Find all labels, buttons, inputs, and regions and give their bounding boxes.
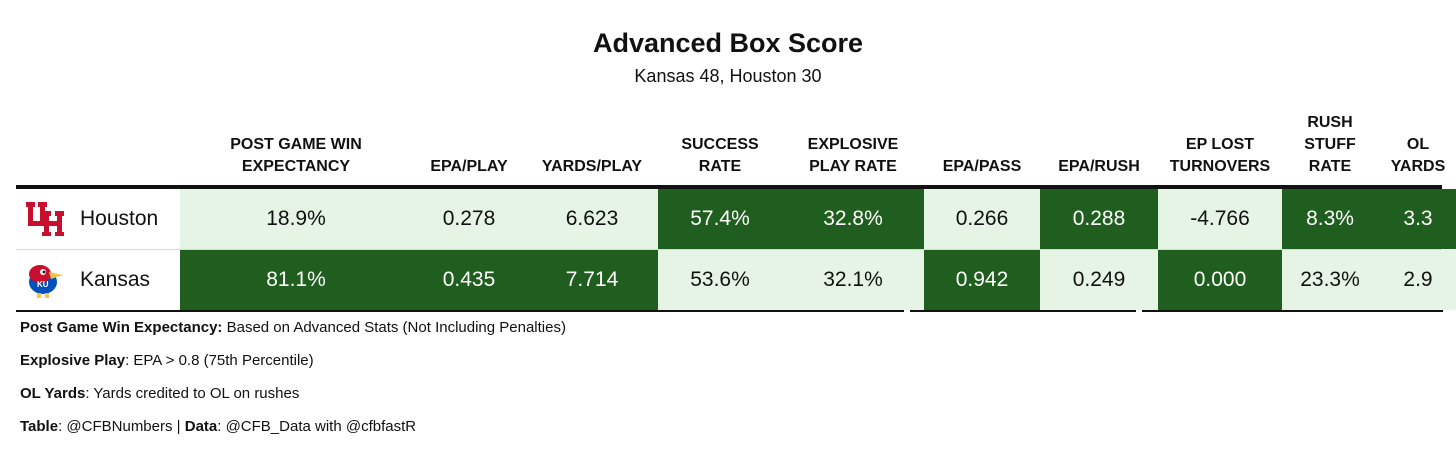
column-header-line: EPA/PLAY xyxy=(430,158,508,175)
table-cell: 2.9 xyxy=(1378,250,1456,310)
houston-logo xyxy=(22,197,66,241)
note-label: OL Yards xyxy=(20,385,86,402)
table-title: Advanced Box Score xyxy=(592,28,864,58)
credit-line: Table: @CFBNumbers | Data: @CFB_Data wit… xyxy=(20,418,416,435)
column-header-line: RATE xyxy=(698,158,742,175)
column-header-line: YARDS xyxy=(1390,158,1446,175)
team-name: Houston xyxy=(80,207,159,230)
credit-table-value: : @CFBNumbers | xyxy=(58,418,185,435)
table-cell: 0.288 xyxy=(1040,189,1158,249)
credit-data-label: Data xyxy=(184,418,218,435)
column-header-line: YARDS/PLAY xyxy=(541,158,643,175)
table-row: Houston 18.9% 0.278 6.623 57.4% 32.8% 0.266 0.2… xyxy=(16,189,1456,249)
table-cell: 0.435 xyxy=(412,250,526,310)
table-cell: 6.623 xyxy=(526,189,658,249)
table-cell: 0.942 xyxy=(924,250,1040,310)
column-header-line: POST GAME WIN xyxy=(230,136,362,153)
column-header: EPA/PASS xyxy=(924,108,1040,178)
kansas-jayhawk-logo: KU xyxy=(22,258,66,302)
table-cell: 32.8% xyxy=(782,189,924,249)
column-header-line: RATE xyxy=(1308,158,1352,175)
table-cell: 53.6% xyxy=(658,250,782,310)
column-header-line: EP LOST xyxy=(1185,136,1255,153)
credit-table-label: Table xyxy=(20,418,59,435)
column-header: POST GAME WIN EXPECTANCY xyxy=(180,108,412,178)
column-header-line: STUFF xyxy=(1304,136,1356,153)
note-text: Based on Advanced Stats (Not Including P… xyxy=(222,319,566,336)
column-header-line: RUSH xyxy=(1307,114,1353,131)
header-rule xyxy=(16,185,1442,189)
note-win-expectancy: Post Game Win Expectancy: Based on Advan… xyxy=(20,319,566,336)
table-cell: 23.3% xyxy=(1282,250,1378,310)
column-header-line: TURNOVERS xyxy=(1169,158,1271,175)
team-cell: Houston xyxy=(16,189,180,249)
team-cell: KU Kansas xyxy=(16,250,180,310)
table-cell: 0.278 xyxy=(412,189,526,249)
note-text: : EPA > 0.8 (75th Percentile) xyxy=(125,352,314,369)
table-cell: 7.714 xyxy=(526,250,658,310)
column-header-line: EPA/PASS xyxy=(942,158,1022,175)
team-name: Kansas xyxy=(80,268,151,291)
bottom-rule xyxy=(910,310,1136,312)
table-row: KU Kansas 81.1% 0.435 7.714 53.6% 32.1% 0.942 0.… xyxy=(16,250,1456,310)
note-text: : Yards credited to OL on rushes xyxy=(85,385,300,402)
table-cell: 32.1% xyxy=(782,250,924,310)
bottom-rule xyxy=(1142,310,1443,312)
column-header: EPA/PLAY xyxy=(412,108,526,178)
column-header: RUSH STUFF RATE xyxy=(1282,108,1378,178)
column-header: OL YARDS xyxy=(1378,108,1456,178)
svg-text:KU: KU xyxy=(37,280,49,289)
column-header-line: PLAY RATE xyxy=(809,158,897,175)
table-cell: 0.249 xyxy=(1040,250,1158,310)
column-header: EXPLOSIVE PLAY RATE xyxy=(782,108,924,178)
column-header: EP LOST TURNOVERS xyxy=(1158,108,1282,178)
table-cell: 3.3 xyxy=(1378,189,1456,249)
column-header-line: SUCCESS xyxy=(681,136,759,153)
column-header-line: OL xyxy=(1406,136,1430,153)
row-divider xyxy=(16,249,1442,250)
note-explosive-play: Explosive Play: EPA > 0.8 (75th Percenti… xyxy=(20,352,314,369)
table-cell: -4.766 xyxy=(1158,189,1282,249)
column-header-line: EXPECTANCY xyxy=(241,158,351,175)
table-cell: 57.4% xyxy=(658,189,782,249)
table-cell: 0.266 xyxy=(924,189,1040,249)
column-header-line: EPA/RUSH xyxy=(1058,158,1140,175)
table-cell: 18.9% xyxy=(180,189,412,249)
note-label: Post Game Win Expectancy: xyxy=(20,319,223,336)
table-cell: 8.3% xyxy=(1282,189,1378,249)
column-header-line: EXPLOSIVE xyxy=(807,136,899,153)
table-cell: 0.000 xyxy=(1158,250,1282,310)
note-ol-yards: OL Yards: Yards credited to OL on rushes xyxy=(20,385,299,402)
table-cell: 81.1% xyxy=(180,250,412,310)
column-header: EPA/RUSH xyxy=(1040,108,1158,178)
bottom-rule xyxy=(16,310,904,312)
note-label: Explosive Play xyxy=(20,352,126,369)
table-subtitle: Kansas 48, Houston 30 xyxy=(634,66,822,86)
column-header: YARDS/PLAY xyxy=(526,108,658,178)
column-header: SUCCESS RATE xyxy=(658,108,782,178)
credit-data-value: : @CFB_Data with @cfbfastR xyxy=(217,418,417,435)
